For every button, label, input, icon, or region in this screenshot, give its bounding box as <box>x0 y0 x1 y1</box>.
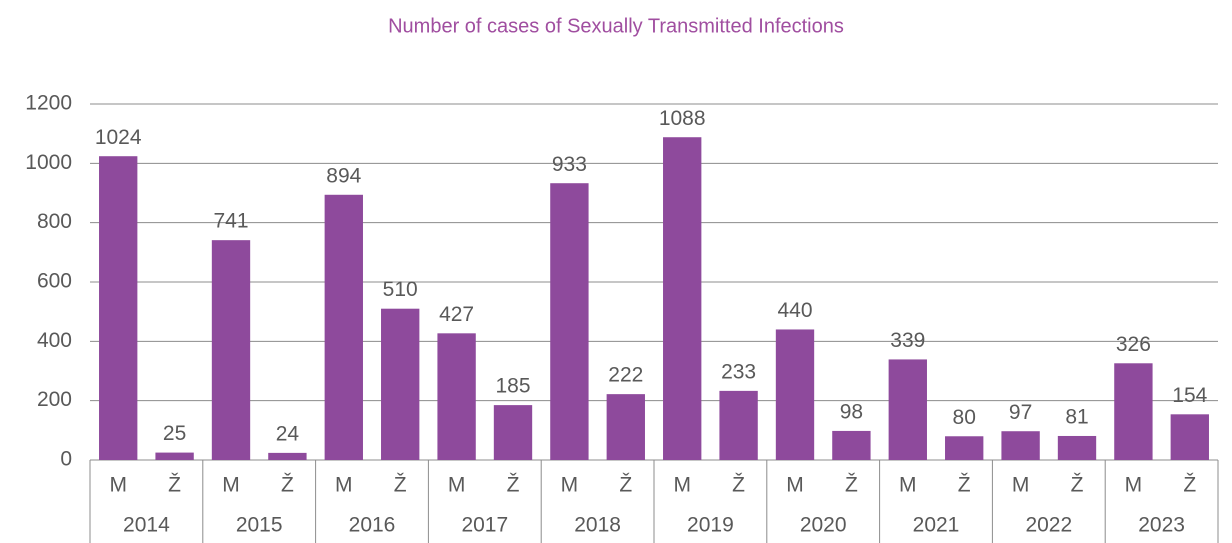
data-label: 24 <box>276 422 300 445</box>
bar <box>155 452 194 460</box>
bar <box>606 394 645 460</box>
bar <box>1114 363 1153 460</box>
data-label: 80 <box>953 406 976 429</box>
data-label: 233 <box>721 360 756 383</box>
bar <box>1001 431 1040 460</box>
data-label: 1024 <box>95 126 142 149</box>
x-tick-label: Ž <box>281 474 294 497</box>
data-label: 81 <box>1065 406 1088 429</box>
data-label: 1088 <box>659 107 706 130</box>
data-label: 741 <box>213 210 248 233</box>
bar <box>550 183 589 460</box>
group-label: 2019 <box>687 514 734 537</box>
bar <box>775 329 815 460</box>
x-tick-label: M <box>448 474 466 497</box>
x-tick-label: M <box>1012 474 1030 497</box>
bar <box>268 452 307 460</box>
bar <box>832 430 871 460</box>
bar <box>945 436 984 460</box>
data-label: 98 <box>840 400 863 423</box>
bar <box>324 194 363 460</box>
group-label: 2020 <box>800 514 847 537</box>
y-tick-label: 800 <box>37 210 72 233</box>
bar <box>381 308 420 460</box>
data-label: 222 <box>608 364 643 387</box>
x-tick-label: Ž <box>619 474 632 497</box>
group-label: 2015 <box>236 514 283 537</box>
group-label: 2017 <box>461 514 508 537</box>
y-tick-label: 200 <box>37 388 72 411</box>
x-tick-label: M <box>109 474 127 497</box>
data-label: 894 <box>326 164 361 187</box>
group-label: 2023 <box>1138 514 1185 537</box>
x-tick-label: Ž <box>1183 474 1196 497</box>
x-tick-label: M <box>1125 474 1143 497</box>
bar <box>493 405 533 460</box>
y-tick-label: 0 <box>60 448 72 471</box>
x-tick-label: Ž <box>1071 474 1084 497</box>
x-tick-label: Ž <box>507 474 520 497</box>
bar <box>1170 414 1209 460</box>
x-tick-label: Ž <box>845 474 858 497</box>
data-label: 933 <box>552 153 587 176</box>
group-label: 2018 <box>574 514 621 537</box>
group-label: 2016 <box>349 514 396 537</box>
x-tick-label: Ž <box>168 474 181 497</box>
data-label: 154 <box>1172 384 1207 407</box>
bar <box>888 359 927 460</box>
data-label: 97 <box>1009 401 1032 424</box>
bar <box>1057 435 1097 460</box>
data-label: 25 <box>163 422 186 445</box>
x-tick-label: M <box>786 474 804 497</box>
y-tick-label: 1000 <box>25 151 72 174</box>
bar <box>437 333 476 460</box>
data-label: 326 <box>1116 333 1151 356</box>
x-tick-label: M <box>561 474 579 497</box>
y-tick-label: 400 <box>37 329 72 352</box>
group-label: 2014 <box>123 514 170 537</box>
x-tick-label: M <box>222 474 240 497</box>
data-label: 510 <box>383 278 418 301</box>
data-label: 440 <box>777 299 812 322</box>
y-tick-label: 600 <box>37 270 72 293</box>
x-tick-label: M <box>673 474 691 497</box>
bar <box>99 156 138 461</box>
x-tick-label: M <box>899 474 917 497</box>
x-tick-label: M <box>335 474 353 497</box>
chart-title: Number of cases of Sexually Transmitted … <box>388 15 844 37</box>
x-tick-label: Ž <box>394 474 407 497</box>
bar <box>211 240 251 460</box>
data-label: 339 <box>890 329 925 352</box>
data-label: 427 <box>439 303 474 326</box>
data-label: 185 <box>495 375 530 398</box>
x-tick-label: Ž <box>958 474 971 497</box>
y-tick-label: 1200 <box>25 92 72 115</box>
bar <box>719 390 758 460</box>
group-label: 2021 <box>913 514 960 537</box>
group-label: 2022 <box>1025 514 1072 537</box>
x-tick-label: Ž <box>732 474 745 497</box>
bar <box>663 137 702 460</box>
